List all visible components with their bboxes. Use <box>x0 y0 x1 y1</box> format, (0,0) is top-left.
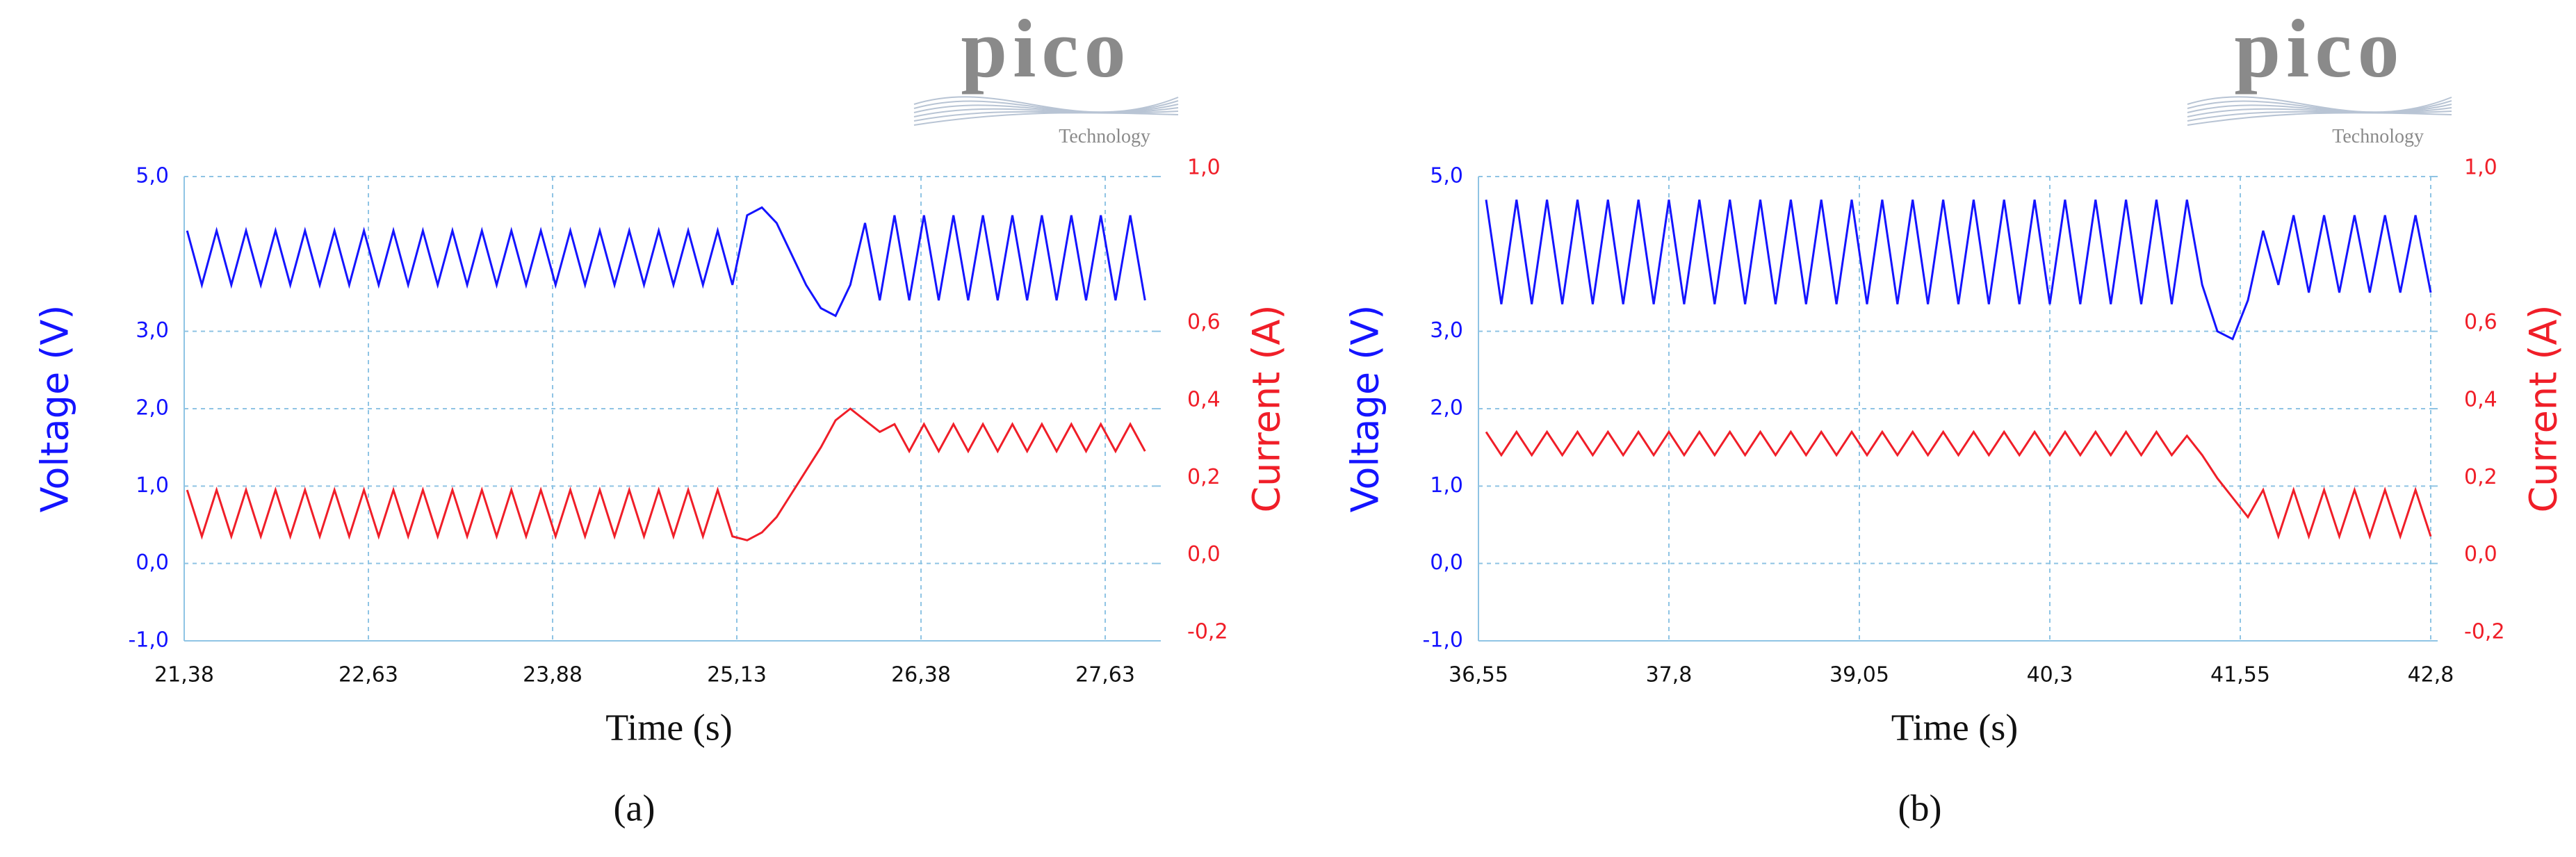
x-tick-label: 36,55 <box>1449 663 1508 687</box>
logo-swoosh <box>2187 104 2452 113</box>
series-line <box>186 407 1146 541</box>
logo-swoosh <box>913 112 1179 126</box>
logo-swoosh <box>913 96 1179 113</box>
x-tick-label: 22,63 <box>339 663 398 687</box>
y-axis-title: Voltage (V) <box>1344 305 1387 513</box>
y2-axis-title: Current (A) <box>2522 304 2566 512</box>
y2-tick-label: 0,2 <box>2464 465 2497 489</box>
y-axis-title: Voltage (V) <box>33 305 77 513</box>
y-tick-label: -1,0 <box>128 628 169 653</box>
y-tick-label: 5,0 <box>1430 164 1463 188</box>
x-tick-label: 41,55 <box>2210 663 2270 687</box>
y2-tick-label: 0,6 <box>1187 310 1221 334</box>
y-tick-label: 0,0 <box>136 550 169 575</box>
logo-swoosh <box>913 111 1179 122</box>
y2-tick-label: 0,0 <box>2464 542 2497 566</box>
x-tick-label: 27,63 <box>1075 663 1135 687</box>
y-tick-label: -1,0 <box>1422 628 1463 653</box>
panel-label: (b) <box>1898 787 1942 829</box>
x-tick-label: 26,38 <box>891 663 951 687</box>
y-tick-label: 3,0 <box>136 318 169 343</box>
y2-tick-label: 0,4 <box>1187 388 1221 412</box>
logo-subtext: Technology <box>1059 126 1150 147</box>
y2-tick-label: 0,2 <box>1187 465 1221 489</box>
x-tick-label: 23,88 <box>523 663 582 687</box>
x-tick-label: 40,3 <box>2027 663 2073 687</box>
y2-tick-label: 1,0 <box>2464 156 2497 180</box>
logo-swoosh <box>2187 100 2452 113</box>
logo-text: pico <box>2234 2 2404 95</box>
x-tick-label: 42,8 <box>2408 663 2454 687</box>
logo-swoosh <box>2187 96 2452 113</box>
logo-subtext: Technology <box>2332 126 2424 147</box>
y-tick-label: 5,0 <box>136 164 169 188</box>
panel-label: (a) <box>614 787 655 829</box>
y2-tick-label: 0,0 <box>1187 542 1221 566</box>
logo-text: pico <box>961 2 1131 95</box>
y-tick-label: 1,0 <box>1430 473 1463 498</box>
logo-swoosh <box>913 104 1179 113</box>
y2-tick-label: 0,4 <box>2464 388 2497 412</box>
series-line <box>186 206 1146 318</box>
y2-tick-label: -0,2 <box>2464 620 2505 644</box>
x-tick-label: 25,13 <box>707 663 767 687</box>
logo-swoosh <box>2187 112 2452 126</box>
y-tick-label: 0,0 <box>1430 550 1463 575</box>
y2-tick-label: 1,0 <box>1187 156 1221 180</box>
x-axis-title: Time (s) <box>1891 706 2019 748</box>
x-axis-title: Time (s) <box>605 706 733 748</box>
y-tick-label: 1,0 <box>136 473 169 498</box>
series-line <box>1485 199 2432 341</box>
series-line <box>1485 430 2432 540</box>
y2-axis-title: Current (A) <box>1245 304 1289 512</box>
y-tick-label: 2,0 <box>1430 396 1463 421</box>
logo-swoosh <box>913 107 1179 117</box>
x-tick-label: 37,8 <box>1646 663 1693 687</box>
x-tick-label: 39,05 <box>1829 663 1889 687</box>
logo-swoosh <box>913 100 1179 113</box>
x-tick-label: 21,38 <box>154 663 214 687</box>
chart-panel: -1,0 0,0 1,0 2,0 3,0 5,0 -0,2 0,0 0,2 0,4 0,6 1,0 21… <box>33 2 1289 829</box>
logo-swoosh <box>2187 107 2452 117</box>
logo-swoosh <box>2187 111 2452 122</box>
y2-tick-label: -0,2 <box>1187 620 1228 644</box>
chart-panel: -1,0 0,0 1,0 2,0 3,0 5,0 -0,2 0,0 0,2 0,4 0,6 1,0 36… <box>1344 2 2566 829</box>
y-tick-label: 3,0 <box>1430 318 1463 343</box>
y-tick-label: 2,0 <box>136 396 169 421</box>
y2-tick-label: 0,6 <box>2464 310 2497 334</box>
